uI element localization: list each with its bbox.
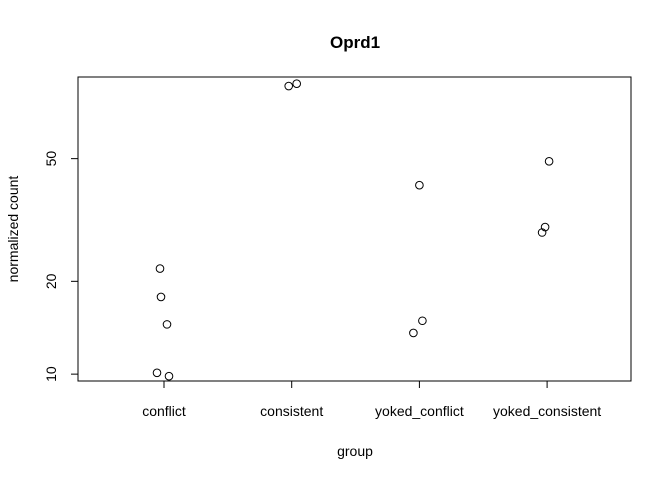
data-point-yoked_consistent xyxy=(544,157,554,166)
data-point-yoked_conflict xyxy=(415,180,424,190)
y-tick-label-50: 50 xyxy=(43,151,59,167)
data-point-conflict xyxy=(152,368,162,378)
data-point-yoked_consistent xyxy=(537,228,547,237)
data-points xyxy=(152,79,554,381)
data-point-conflict xyxy=(156,292,166,302)
y-tick-label-10: 10 xyxy=(43,366,59,382)
y-tick-label-20: 20 xyxy=(43,273,59,289)
x-axis-label: group xyxy=(337,443,373,459)
y-axis-label: normalized count xyxy=(5,176,21,283)
x-axis-ticks: conflict consistent yoked_conflict yoked_co… xyxy=(142,381,601,419)
data-point-conflict xyxy=(164,371,174,381)
data-point-consistent xyxy=(284,81,294,91)
x-tick-label-consistent: consistent xyxy=(260,403,323,419)
chart-title: Oprd1 xyxy=(330,33,380,52)
data-point-conflict xyxy=(155,264,165,273)
data-point-yoked_conflict xyxy=(418,316,427,326)
data-point-yoked_consistent xyxy=(540,222,550,232)
x-tick-label-conflict: conflict xyxy=(142,403,186,419)
y-axis-ticks: 10 20 50 xyxy=(43,151,78,382)
data-point-conflict xyxy=(162,320,172,329)
data-point-consistent xyxy=(292,79,302,89)
x-tick-label-yoked_conflict: yoked_conflict xyxy=(375,403,464,419)
x-tick-label-yoked_consistent: yoked_consistent xyxy=(493,403,601,419)
data-point-yoked_conflict xyxy=(409,328,418,338)
